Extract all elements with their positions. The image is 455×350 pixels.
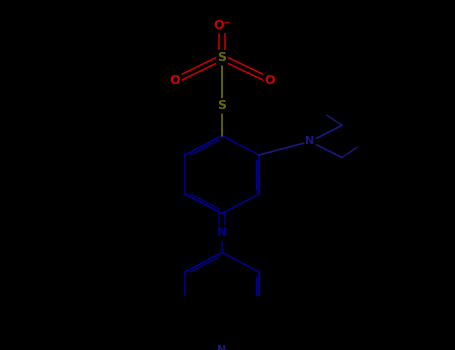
Text: N: N	[217, 226, 227, 239]
Text: N: N	[305, 136, 314, 146]
Text: O: O	[170, 74, 180, 87]
Text: O: O	[265, 74, 275, 87]
Text: N: N	[217, 345, 227, 350]
Text: O⁻: O⁻	[213, 19, 231, 32]
Text: S: S	[217, 51, 227, 64]
Text: S: S	[217, 99, 227, 112]
